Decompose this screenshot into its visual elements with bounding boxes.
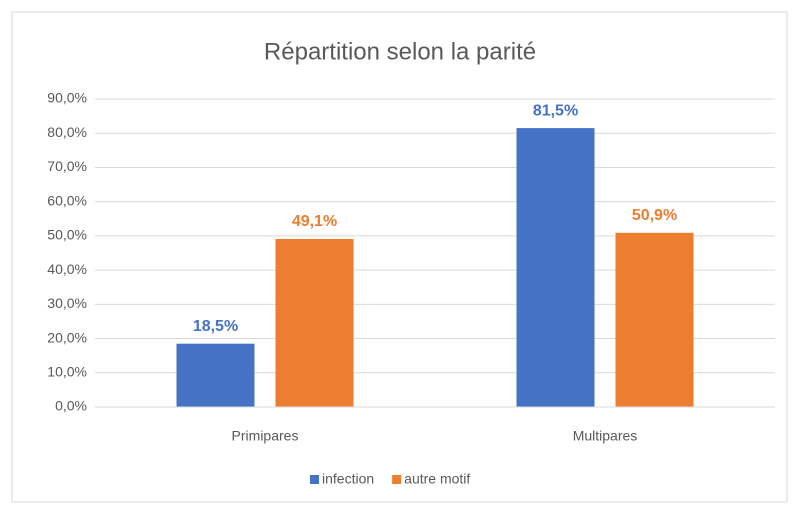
y-tick-label: 20,0%	[47, 329, 87, 345]
legend-label: autre motif	[404, 471, 470, 487]
y-tick-label: 80,0%	[47, 124, 87, 140]
y-tick-label: 90,0%	[47, 90, 87, 106]
y-tick-label: 30,0%	[47, 295, 87, 311]
legend-label: infection	[322, 471, 374, 487]
y-tick-label: 50,0%	[47, 227, 87, 243]
y-tick-label: 0,0%	[55, 398, 87, 414]
x-tick-label: Primipares	[232, 428, 299, 444]
data-label: 81,5%	[533, 102, 578, 119]
data-label: 18,5%	[193, 318, 238, 335]
y-tick-label: 70,0%	[47, 158, 87, 174]
bar	[176, 343, 255, 407]
bar	[615, 232, 694, 407]
x-tick-label: Multipares	[573, 428, 638, 444]
y-tick-label: 40,0%	[47, 261, 87, 277]
y-tick-label: 10,0%	[47, 363, 87, 379]
data-label: 50,9%	[632, 207, 677, 224]
legend-swatch	[310, 475, 319, 484]
data-label: 49,1%	[292, 213, 337, 230]
chart-title: Répartition selon la parité	[264, 38, 536, 65]
legend-swatch	[392, 475, 402, 484]
y-tick-label: 60,0%	[47, 192, 87, 208]
bar	[516, 128, 595, 408]
bar	[275, 238, 354, 407]
